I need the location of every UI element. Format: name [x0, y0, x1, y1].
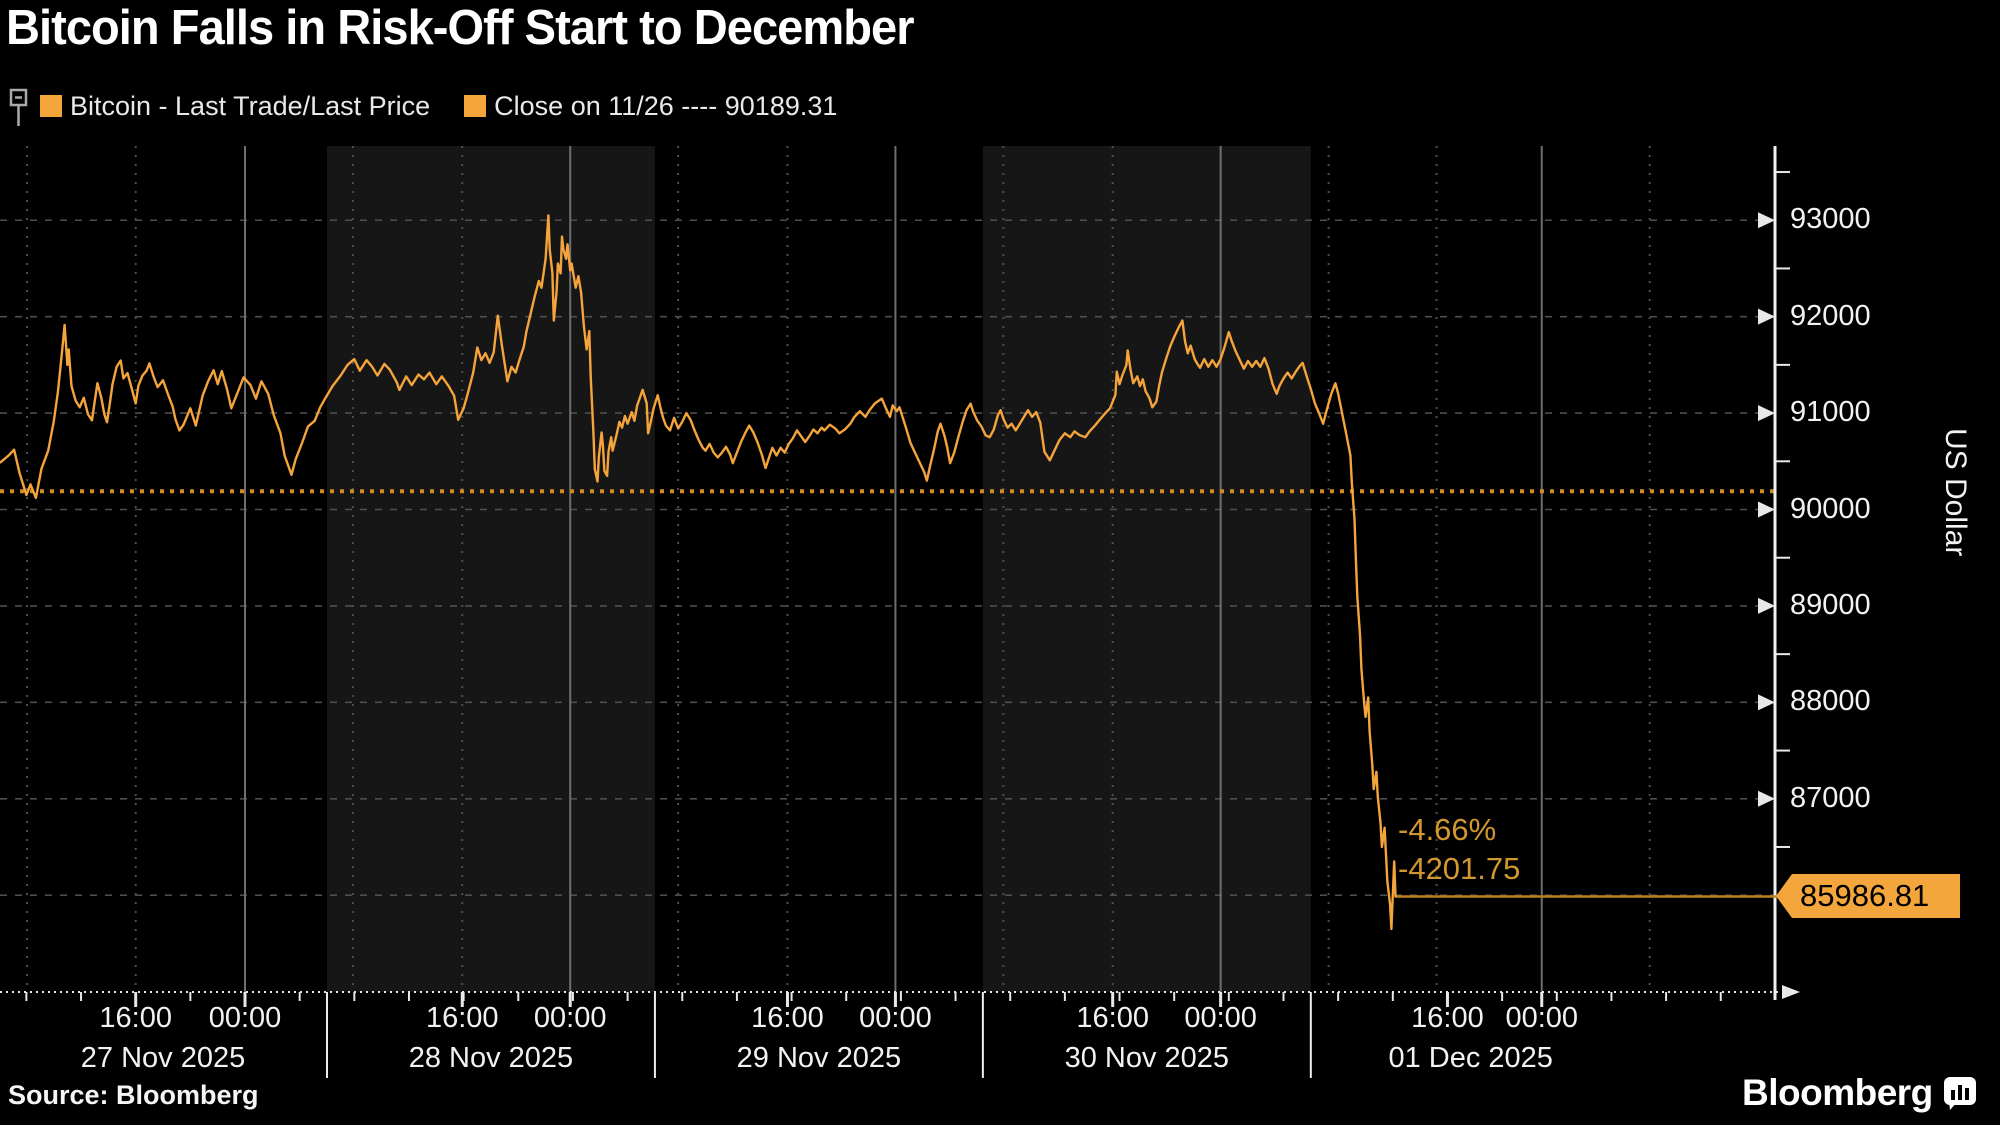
- y-axis-title: US Dollar: [1939, 428, 1972, 557]
- x-axis-time-label: 00:00: [533, 1002, 607, 1034]
- y-tick-arrow-icon: [1758, 694, 1775, 711]
- x-axis-date-label: 29 Nov 2025: [736, 1042, 902, 1074]
- y-axis-tick-label: 87000: [1790, 781, 1871, 814]
- y-tick-arrow-icon: [1758, 212, 1775, 229]
- source-credit: Source: Bloomberg: [8, 1080, 259, 1110]
- y-tick-arrow-icon: [1758, 405, 1775, 422]
- last-price-badge: 85986.81: [1776, 874, 1960, 918]
- x-axis-date-label: 28 Nov 2025: [408, 1042, 574, 1074]
- y-tick-arrow-icon: [1758, 790, 1775, 807]
- x-axis-time-label: 00:00: [1184, 1002, 1257, 1034]
- price-line-series: [0, 214, 1397, 931]
- x-axis-time-label: 16:00: [425, 1002, 499, 1034]
- y-axis-tick-label: 91000: [1790, 396, 1871, 429]
- day-band: [326, 146, 655, 992]
- y-tick-arrow-icon: [1758, 597, 1775, 614]
- abs-change-annotation: -4201.75: [1398, 851, 1521, 886]
- y-axis-tick-label: 89000: [1790, 588, 1871, 621]
- y-axis-tick-label: 92000: [1790, 299, 1871, 332]
- series1-swatch-icon[interactable]: [40, 95, 62, 117]
- y-tick-arrow-icon: [1758, 308, 1775, 325]
- x-axis-time-label: 16:00: [99, 1002, 172, 1034]
- x-axis-time-label: 00:00: [208, 1002, 282, 1034]
- bloomberg-logo-text: Bloomberg: [1742, 1072, 1933, 1113]
- annotation-flag-icon[interactable]: [8, 86, 38, 126]
- y-tick-arrow-icon: [1758, 501, 1775, 518]
- y-axis-tick-label: 90000: [1790, 492, 1871, 525]
- x-axis-date-label: 01 Dec 2025: [1388, 1042, 1553, 1074]
- x-axis-time-label: 16:00: [1411, 1002, 1484, 1034]
- page-title: Bitcoin Falls in Risk-Off Start to Decem…: [6, 1, 915, 55]
- x-axis-time-label: 16:00: [751, 1002, 824, 1034]
- bloomberg-terminal-icon: [1943, 1077, 1976, 1110]
- legend: Bitcoin - Last Trade/Last Price Close on…: [8, 86, 838, 126]
- x-axis-date-label: 27 Nov 2025: [80, 1042, 246, 1074]
- x-axis-time-label: 00:00: [1505, 1002, 1579, 1034]
- series2-swatch-icon[interactable]: [464, 95, 487, 117]
- series2-label[interactable]: Close on 11/26 ---- 90189.31: [494, 90, 838, 121]
- y-axis-tick-label: 88000: [1790, 685, 1871, 718]
- day-band: [982, 146, 1311, 992]
- pct-change-annotation: -4.66%: [1398, 812, 1497, 847]
- bloomberg-logo: Bloomberg: [1742, 1072, 1977, 1114]
- x-axis-time-label: 00:00: [859, 1002, 932, 1034]
- x-axis-time-label: 16:00: [1076, 1002, 1149, 1034]
- x-axis-arrow-icon: [1782, 985, 1800, 999]
- y-axis-tick-label: 93000: [1790, 203, 1871, 236]
- series1-label[interactable]: Bitcoin - Last Trade/Last Price: [70, 90, 431, 121]
- x-axis-date-label: 30 Nov 2025: [1064, 1042, 1230, 1074]
